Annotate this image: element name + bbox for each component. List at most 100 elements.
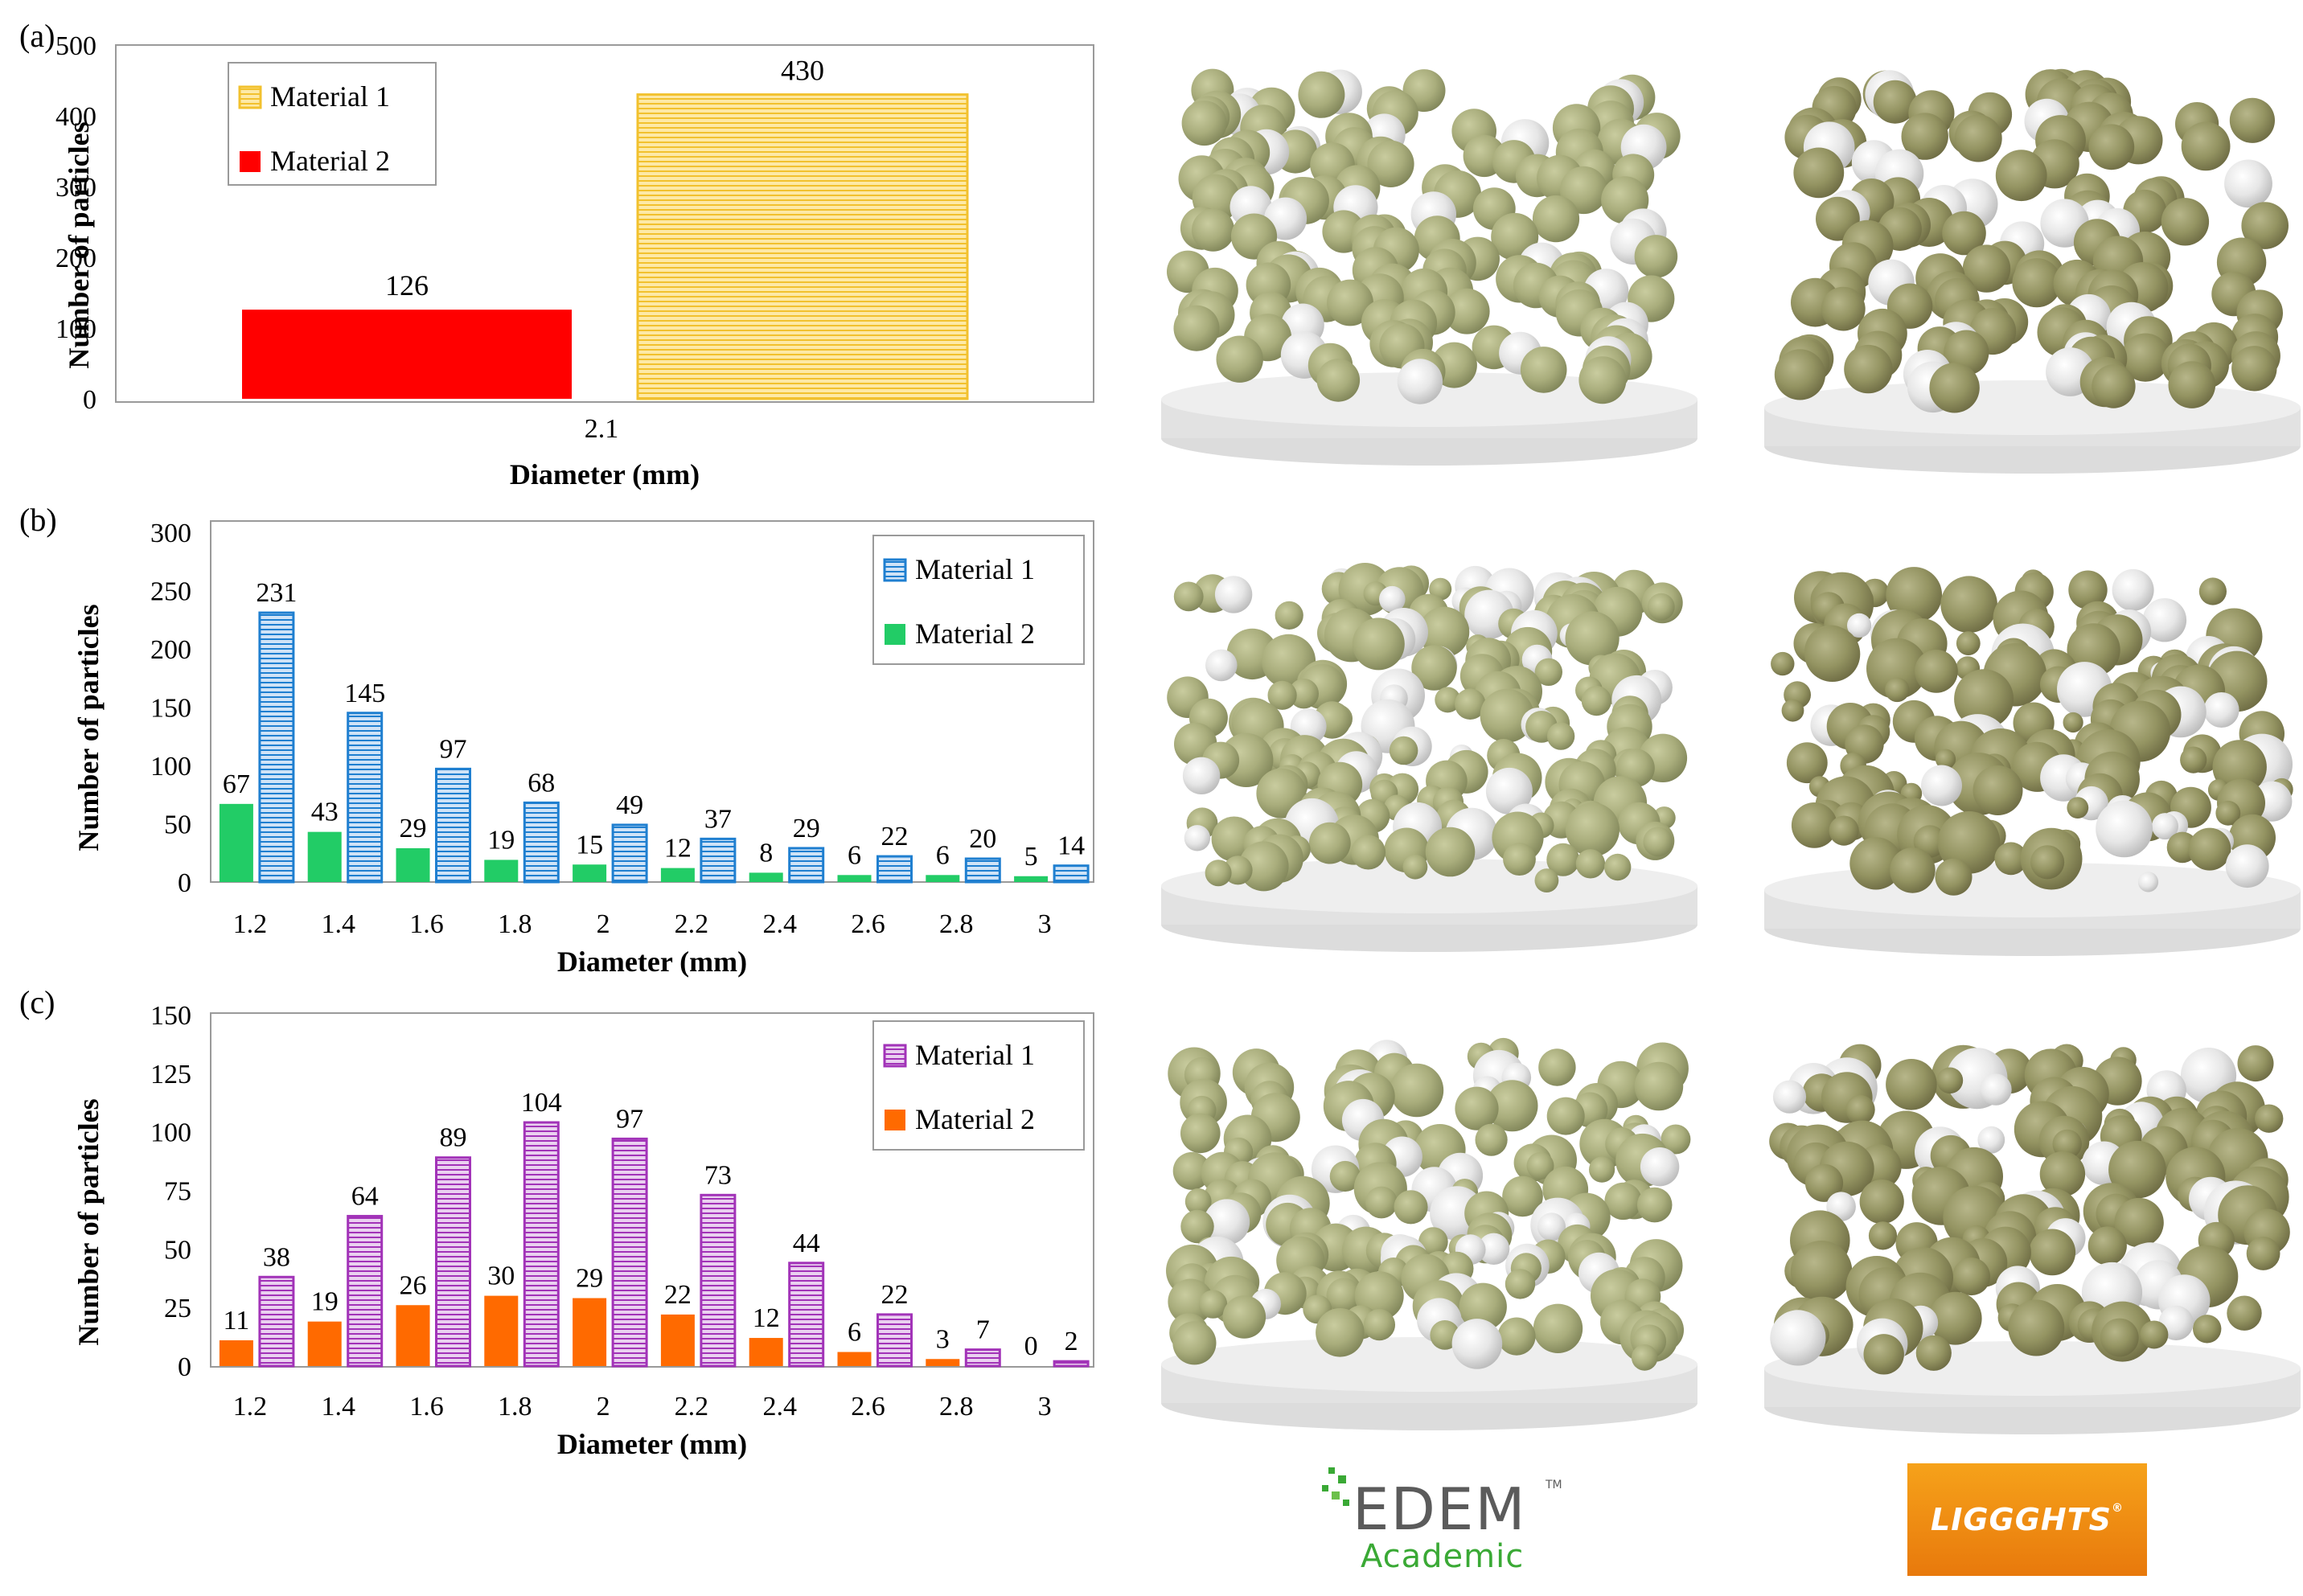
bar-value-label: 104 <box>521 1088 562 1118</box>
bar-value-label: 145 <box>344 679 385 708</box>
y-tick-label: 25 <box>164 1294 191 1323</box>
bar-material-2 <box>219 1340 253 1366</box>
particle-olive <box>1316 359 1361 402</box>
legend-swatch <box>883 558 907 582</box>
bar-value-label: 26 <box>400 1270 427 1300</box>
particle-white <box>1770 1310 1826 1366</box>
bar-material-2 <box>573 864 607 882</box>
legend: Material 1 Material 2 <box>228 62 437 186</box>
bar-value-label: 19 <box>487 825 515 855</box>
particle-white <box>1640 1147 1680 1187</box>
bar-material-2 <box>660 868 695 882</box>
bar-material-1 <box>1053 1360 1090 1368</box>
bar-material-1 <box>788 1262 825 1368</box>
edem-logo: EDEM TM Academic <box>1319 1459 1584 1580</box>
particle-olive <box>2120 333 2170 382</box>
particle-olive <box>2212 740 2267 794</box>
bar-material-1 <box>700 837 737 884</box>
particle-olive <box>2008 1299 2065 1356</box>
particle-olive <box>1298 71 1345 118</box>
particle-olive <box>2039 1151 2086 1197</box>
bar-material-1 <box>636 93 969 400</box>
x-tick-label: 1.8 <box>498 909 532 939</box>
bar-value-label: 89 <box>440 1123 467 1153</box>
bar-value-label: 14 <box>1057 831 1085 861</box>
particle-olive <box>1184 1188 1212 1215</box>
y-tick-label: 250 <box>150 577 191 607</box>
particle-olive <box>2168 361 2216 408</box>
particle-olive <box>1845 1094 1875 1125</box>
particle-olive <box>1793 147 1845 199</box>
particle-olive <box>1480 688 1534 743</box>
legend-swatch <box>240 151 261 172</box>
particle-olive <box>1475 1123 1508 1156</box>
bar-material-1 <box>523 1121 560 1368</box>
particle-olive <box>1394 1190 1428 1225</box>
particle-olive <box>1942 211 1986 256</box>
particle-olive <box>1222 1295 1266 1339</box>
particle-olive <box>1643 827 1673 857</box>
particle-olive <box>1533 1303 1583 1354</box>
particle-white <box>1921 765 1962 806</box>
bar-value-label: 29 <box>576 1264 603 1294</box>
bar-value-label: 8 <box>759 838 773 868</box>
particle-olive <box>1173 305 1220 351</box>
bar-material-2 <box>573 1298 607 1366</box>
x-tick-label: 1.2 <box>233 909 268 939</box>
particle-olive <box>1995 150 2047 202</box>
particle-olive <box>2229 97 2275 143</box>
particle-olive <box>1443 288 1490 334</box>
bar-material-2 <box>396 1305 430 1366</box>
bar-material-2 <box>307 1321 342 1366</box>
legend-box <box>872 535 1085 665</box>
particle-olive <box>1503 843 1536 876</box>
particle-olive <box>2246 1237 2280 1270</box>
bar-material-1 <box>1053 864 1090 884</box>
particle-olive <box>1936 1067 1964 1094</box>
particle-olive <box>1829 815 1859 846</box>
x-tick-label: 1.6 <box>409 909 444 939</box>
particle-olive <box>1821 286 1866 331</box>
particle-olive <box>1352 617 1405 671</box>
y-tick-label: 300 <box>55 173 96 203</box>
particle-white <box>1205 649 1238 682</box>
bar-value-label: 20 <box>969 824 996 854</box>
particle-olive <box>1928 1291 1982 1345</box>
particle-olive <box>1873 80 1917 124</box>
particle-olive <box>1238 841 1289 892</box>
x-tick-label: 1.2 <box>233 1392 268 1422</box>
x-tick-label: 2 <box>597 1392 610 1422</box>
particle-olive <box>2161 198 2210 246</box>
particle-olive <box>1868 1221 1898 1250</box>
particle-olive <box>1326 1278 1361 1313</box>
y-tick-label: 100 <box>150 1118 191 1148</box>
bar-value-label: 22 <box>664 1280 692 1310</box>
particle-olive <box>1890 847 1936 893</box>
x-tick-label: 1.8 <box>498 1392 532 1422</box>
bar-value-label: 44 <box>793 1229 820 1258</box>
particle-olive <box>1575 849 1606 879</box>
bar-value-label: 12 <box>664 834 692 864</box>
particle-olive <box>1390 1063 1444 1118</box>
particle-olive <box>1578 356 1627 404</box>
particle-olive <box>2092 364 2136 408</box>
particle-olive <box>2198 577 2227 605</box>
legend-label: Material 1 <box>915 1039 1035 1071</box>
edem-wordmark: EDEM <box>1353 1475 1527 1543</box>
y-tick-label: 200 <box>150 635 191 665</box>
particle-olive <box>1636 1187 1673 1223</box>
bar-material-2 <box>242 310 572 399</box>
particle-olive <box>1546 1097 1585 1135</box>
particle-olive <box>1581 686 1611 716</box>
particle-olive <box>1954 114 2002 162</box>
particle-olive <box>2237 1045 2274 1082</box>
bar-value-label: 38 <box>263 1242 290 1272</box>
y-axis-title: Number of particles <box>72 604 105 851</box>
particle-olive <box>2181 121 2231 171</box>
legend-label: Material 2 <box>270 145 390 177</box>
x-tick-label: 3 <box>1038 909 1052 939</box>
bar-material-1 <box>876 855 913 884</box>
particle-olive <box>2063 712 2083 733</box>
bar-material-1 <box>611 1137 648 1368</box>
